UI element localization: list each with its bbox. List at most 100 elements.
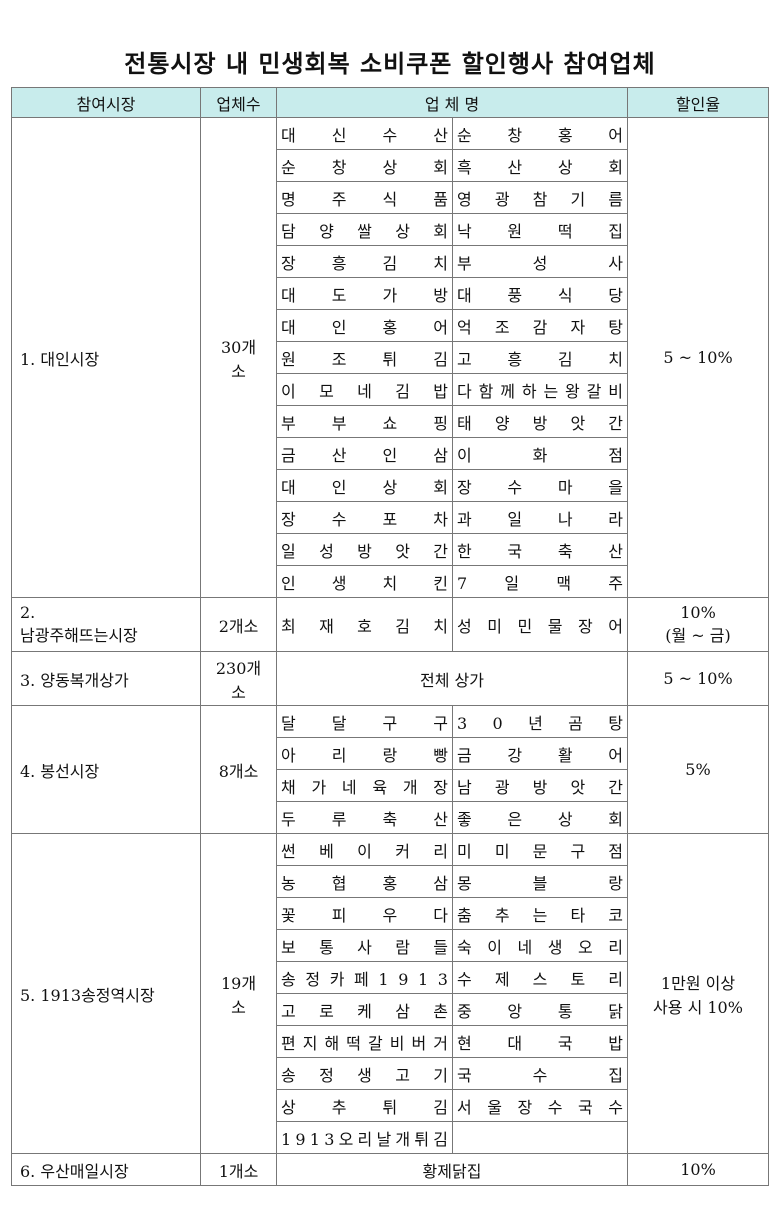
header-market: 참여시장 bbox=[11, 87, 201, 118]
table-row: 3. 양동복개상가 230개 소 전체 상가 5 ~ 10% bbox=[11, 651, 769, 706]
store-name-text: 썬베이커리 bbox=[281, 841, 453, 861]
store-name-text: 억조감자탕 bbox=[457, 317, 628, 337]
store-name: 장수마을 bbox=[452, 469, 628, 502]
table-row: 이모네김밥 다함께하는왕갈비 bbox=[12, 373, 769, 406]
store-name-text: 고흥김치 bbox=[457, 349, 623, 369]
store-name: 부부쇼핑 bbox=[276, 405, 453, 438]
all-stores: 전체 상가 bbox=[276, 651, 628, 706]
store-name: 송정카페1913 bbox=[276, 961, 453, 994]
store-name-text: 몽블랑 bbox=[457, 873, 623, 893]
store-name: 고흥김치 bbox=[452, 341, 628, 374]
store-name: 두루축산 bbox=[276, 801, 453, 834]
store-name-text: 달달구구 bbox=[281, 713, 448, 733]
store-count: 1개소 bbox=[200, 1153, 277, 1186]
store-name: 수제스토리 bbox=[452, 961, 628, 994]
store-name-text: 채가네육개장 bbox=[281, 777, 453, 797]
store-name-text: 대신수산 bbox=[281, 125, 448, 145]
store-name-text: 고로케삼촌 bbox=[281, 1001, 453, 1021]
store-name: 남광방앗간 bbox=[452, 769, 628, 802]
store-name: 한국축산 bbox=[452, 533, 628, 566]
store-name: 몽블랑 bbox=[452, 865, 628, 898]
store-name-text: 금산인삼 bbox=[281, 445, 448, 465]
store-name-text: 영광참기름 bbox=[457, 189, 628, 209]
store-name: 금강활어 bbox=[452, 737, 628, 770]
table-row: 편지해떡갈비버거현대국밥 bbox=[12, 1025, 769, 1058]
store-name-text: 아리랑빵 bbox=[281, 745, 448, 765]
store-name-text: 서울장수국수 bbox=[457, 1097, 628, 1117]
store-name: 최재호김치 bbox=[276, 597, 453, 652]
table-row: 장수포차 과일나라 bbox=[12, 501, 769, 534]
store-name-text: 최재호김치 bbox=[281, 616, 453, 636]
store-name-text: 원조튀김 bbox=[281, 349, 448, 369]
market-name: 2. 남광주해뜨는시장 bbox=[11, 597, 201, 652]
store-name-text: 보통사람들 bbox=[281, 937, 453, 957]
table-row: 2. 남광주해뜨는시장 2개소 최재호김치 성미민물장어 10% (월 ~ 금) bbox=[11, 597, 769, 652]
table-row: 순창상회 흑산상회 bbox=[12, 149, 769, 182]
table-row: 채가네육개장 남광방앗간 bbox=[12, 769, 769, 802]
store-name-text: 춤추는타코 bbox=[457, 905, 628, 925]
store-name: 농협홍삼 bbox=[276, 865, 453, 898]
store-name: 인생치킨 bbox=[276, 565, 453, 598]
store-name: 일성방앗간 bbox=[276, 533, 453, 566]
table-row: 4. 봉선시장8개소달달구구 30년곰탕5% bbox=[11, 705, 769, 834]
market-name: 6. 우산매일시장 bbox=[11, 1153, 201, 1186]
store-name: 1913오리날개튀김 bbox=[276, 1121, 453, 1154]
table-row: 송정생고기국수집 bbox=[12, 1057, 769, 1090]
store-name: 흑산상회 bbox=[452, 149, 628, 182]
store-name-text: 대인상회 bbox=[281, 477, 448, 497]
store-name-text: 다함께하는왕갈비 bbox=[457, 381, 628, 401]
table-row: 대인상회 장수마을 bbox=[12, 469, 769, 502]
table-row: 대도가방 대풍식당 bbox=[12, 277, 769, 310]
table-row: 부부쇼핑 태양방앗간 bbox=[12, 405, 769, 438]
discount-rate: 5 ~ 10% bbox=[627, 651, 769, 706]
store-name-text: 국수집 bbox=[457, 1065, 623, 1085]
store-name: 국수집 bbox=[452, 1057, 628, 1090]
store-name-text: 대인홍어 bbox=[281, 317, 448, 337]
discount-rate: 5 ~ 10% bbox=[627, 117, 769, 598]
table-row: 아리랑빵 금강활어 bbox=[12, 737, 769, 770]
store-name: 대풍식당 bbox=[452, 277, 628, 310]
store-name-text: 순창홍어 bbox=[457, 125, 623, 145]
store-name: 좋은상회 bbox=[452, 801, 628, 834]
store-name: 춤추는타코 bbox=[452, 897, 628, 930]
store-name: 억조감자탕 bbox=[452, 309, 628, 342]
store-name: 금산인삼 bbox=[276, 437, 453, 470]
store-name-text: 한국축산 bbox=[457, 541, 623, 561]
store-name-text: 농협홍삼 bbox=[281, 873, 448, 893]
table-row: 담양쌀상회낙원떡집 bbox=[12, 213, 769, 246]
store-count: 19개 소 bbox=[200, 833, 277, 1154]
store-name: 부성사 bbox=[452, 245, 628, 278]
store-name: 대신수산 bbox=[276, 117, 453, 150]
store-count: 8개소 bbox=[200, 705, 277, 834]
all-stores: 황제닭집 bbox=[276, 1153, 628, 1186]
store-name: 명주식품 bbox=[276, 181, 453, 214]
store-name-text: 편지해떡갈비버거 bbox=[281, 1033, 453, 1053]
store-name-text: 두루축산 bbox=[281, 809, 448, 829]
store-name: 과일나라 bbox=[452, 501, 628, 534]
store-name-text: 숙이네생오리 bbox=[457, 937, 628, 957]
discount-rate: 5% bbox=[627, 705, 769, 834]
store-name: 대인상회 bbox=[276, 469, 453, 502]
store-name: 달달구구 bbox=[276, 705, 453, 738]
store-name-text: 대도가방 bbox=[281, 285, 448, 305]
table-row: 명주식품 영광참기름 bbox=[12, 181, 769, 214]
store-name: 태양방앗간 bbox=[452, 405, 628, 438]
store-name-text: 미미문구점 bbox=[457, 841, 628, 861]
header-count: 업체수 bbox=[200, 87, 277, 118]
store-name-text: 송정카페1913 bbox=[281, 969, 453, 989]
store-name-text: 중앙통닭 bbox=[457, 1001, 623, 1021]
store-name-text: 인생치킨 bbox=[281, 573, 448, 593]
store-name-text: 흑산상회 bbox=[457, 157, 623, 177]
store-name-text: 순창상회 bbox=[281, 157, 448, 177]
store-name: 편지해떡갈비버거 bbox=[276, 1025, 453, 1058]
store-name-text: 담양쌀상회 bbox=[281, 221, 453, 241]
market-name: 3. 양동복개상가 bbox=[11, 651, 201, 706]
store-name: 담양쌀상회 bbox=[276, 213, 453, 246]
table-row: 인생치킨 7일맥주 bbox=[12, 565, 769, 598]
discount-rate: 10% bbox=[627, 1153, 769, 1186]
discount-rate: 10% (월 ~ 금) bbox=[627, 597, 769, 652]
table-row: 5. 1913송정역시장 19개 소 썬베이커리 미미문구점 1만원 이상 사용 시 10% bbox=[11, 833, 769, 1154]
store-name: 장흥김치 bbox=[276, 245, 453, 278]
table-row: 1913오리날개튀김 bbox=[12, 1121, 769, 1154]
store-name-text: 이모네김밥 bbox=[281, 381, 453, 401]
